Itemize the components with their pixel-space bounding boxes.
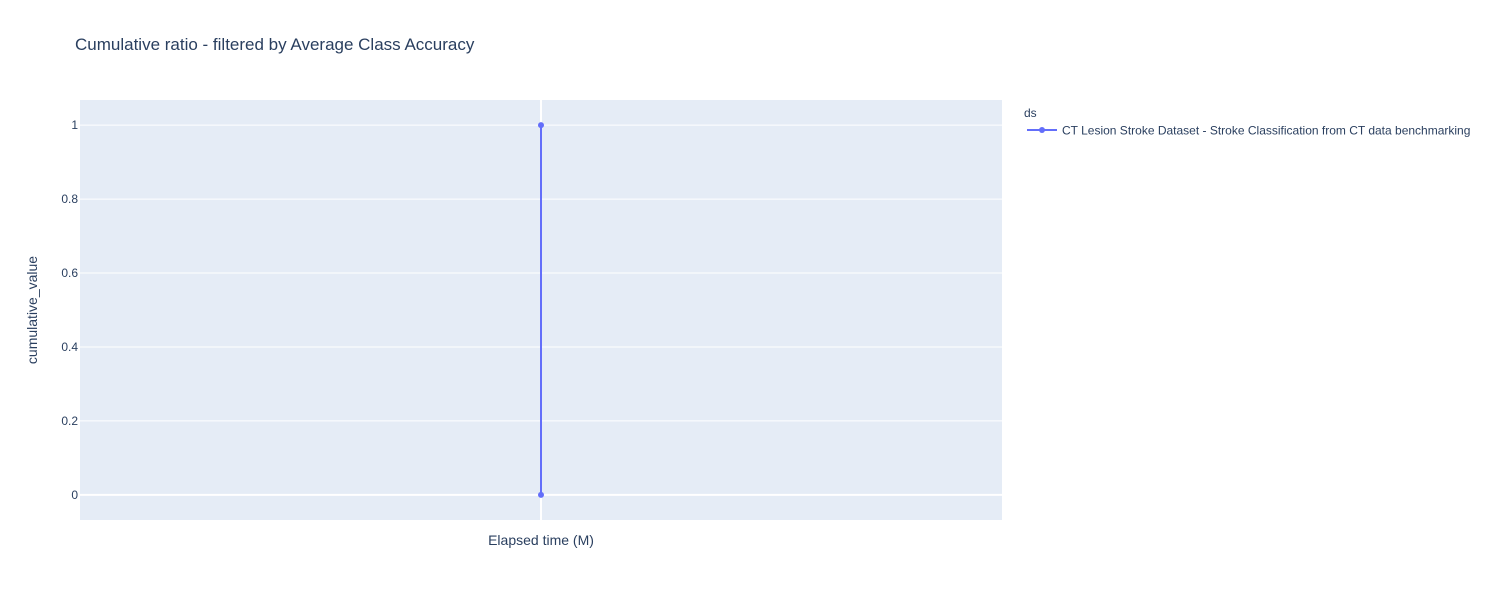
y-tick-label: 0.6 (61, 266, 78, 280)
y-tick-labels: 0 0.2 0.4 0.6 0.8 1 (61, 118, 78, 502)
y-tick-label: 0.2 (61, 414, 78, 428)
legend[interactable]: ds CT Lesion Stroke Dataset - Stroke Cla… (1024, 106, 1470, 138)
y-tick-label: 1 (71, 118, 78, 132)
legend-marker-icon (1039, 127, 1045, 133)
chart-title: Cumulative ratio - filtered by Average C… (75, 35, 475, 54)
data-point[interactable] (538, 122, 544, 129)
legend-item[interactable]: CT Lesion Stroke Dataset - Stroke Classi… (1027, 124, 1470, 138)
y-axis-title: cumulative_value (24, 256, 40, 364)
y-tick-label: 0 (71, 488, 78, 502)
data-point[interactable] (538, 491, 544, 498)
series-layer (538, 122, 544, 498)
legend-label: CT Lesion Stroke Dataset - Stroke Classi… (1062, 124, 1470, 138)
x-axis-title: Elapsed time (M) (488, 532, 594, 548)
y-tick-label: 0.8 (61, 192, 78, 206)
legend-title: ds (1024, 106, 1037, 120)
y-tick-label: 0.4 (61, 340, 78, 354)
